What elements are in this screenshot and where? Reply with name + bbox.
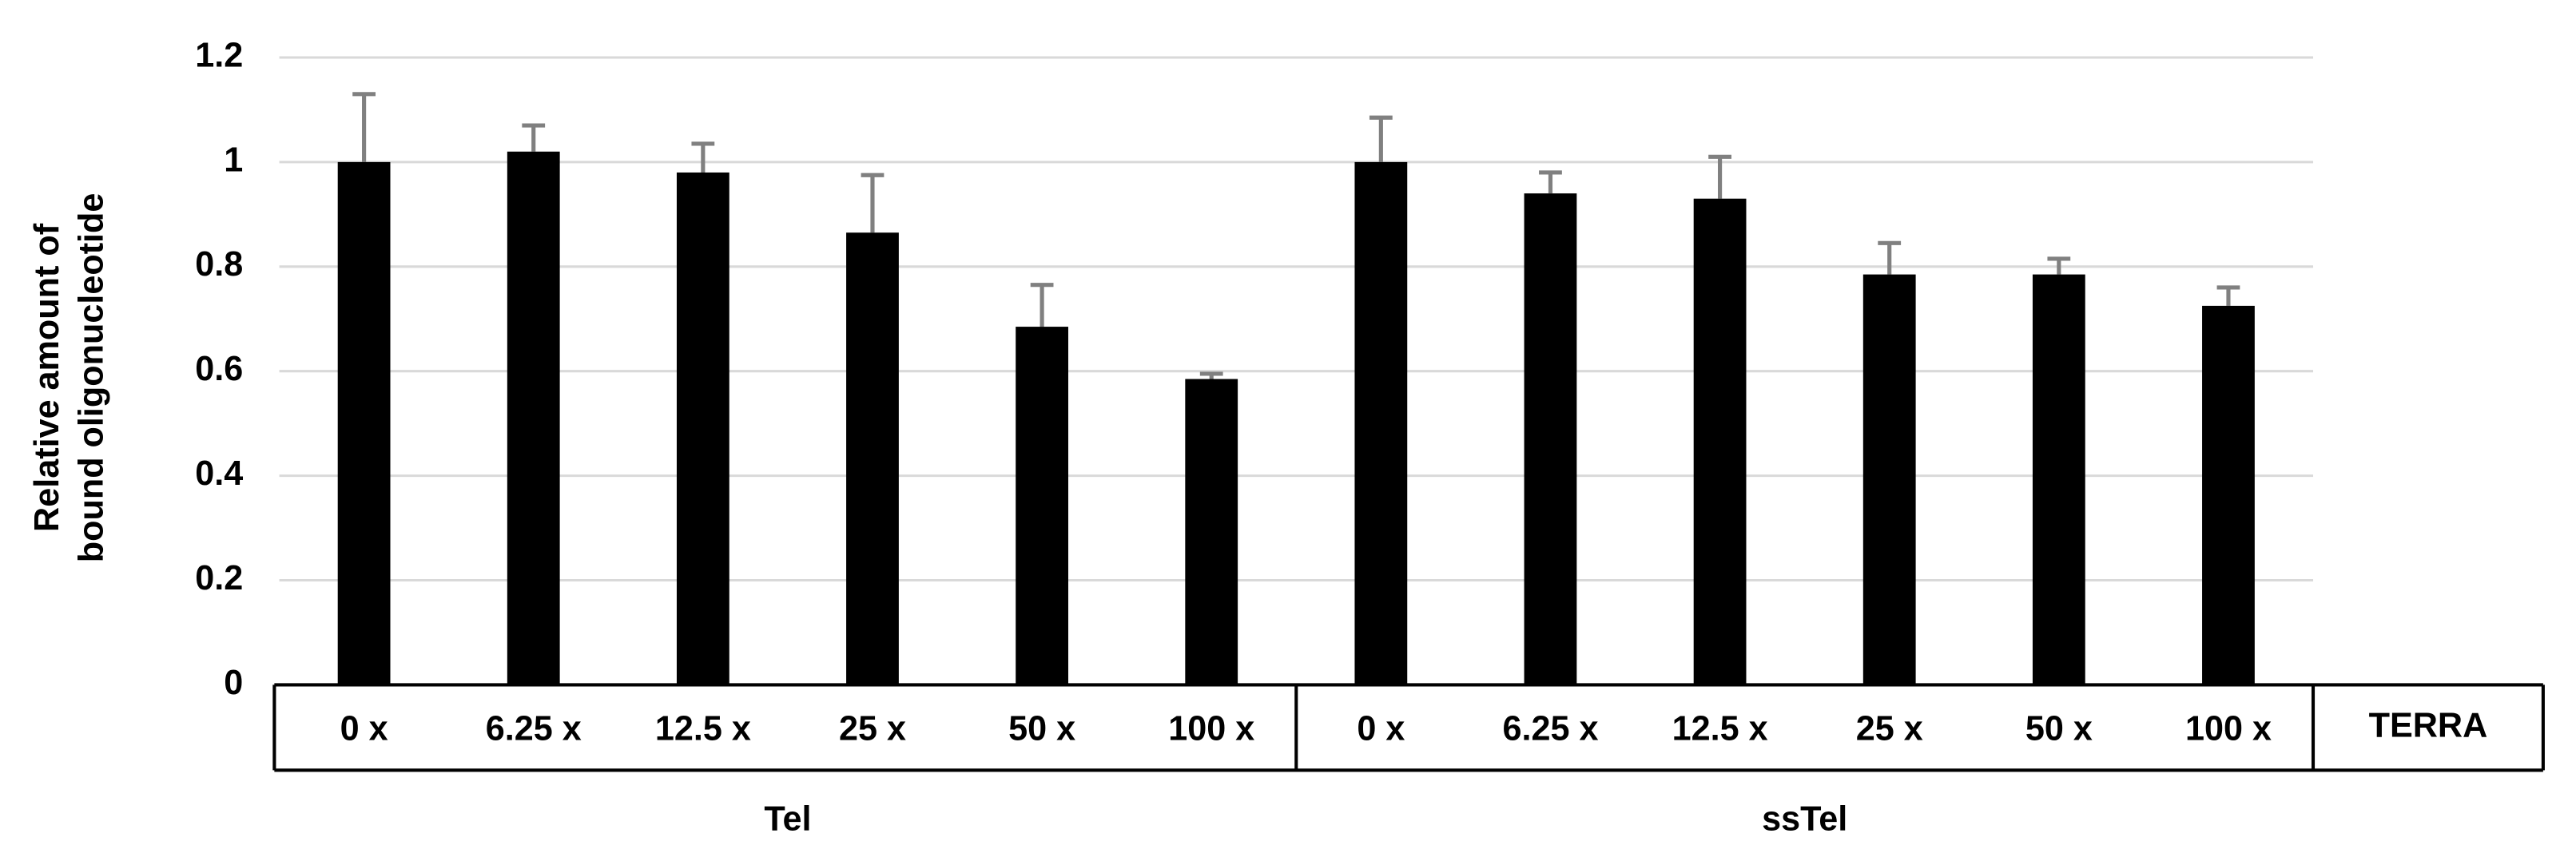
x-tick-label: 6.25 x (486, 709, 582, 748)
y-axis-label: Relative amount of (28, 223, 66, 532)
bar (1354, 161, 1408, 685)
x-tick-label: 12.5 x (1672, 709, 1768, 748)
x-tick-label: 100 x (2185, 709, 2272, 748)
y-tick-label: 0 (224, 664, 243, 702)
bar (846, 232, 899, 685)
x-tick-label: 0 x (340, 709, 388, 748)
y-tick-label: 0.8 (195, 245, 243, 284)
bar (1693, 198, 1747, 685)
x-tick-label: 50 x (1008, 709, 1075, 748)
group-label: ssTel (1762, 800, 1847, 838)
bar (1016, 327, 1068, 685)
bar (507, 151, 560, 685)
y-tick-label: 1 (224, 141, 243, 179)
bar (676, 172, 729, 685)
bar (2202, 305, 2255, 685)
y-axis-label: bound oligonucleotide (73, 193, 111, 563)
y-tick-label: 1.2 (195, 36, 243, 74)
x-tick-label: 25 x (1856, 709, 1923, 748)
y-tick-label: 0.2 (195, 559, 243, 597)
y-tick-label: 0.6 (195, 350, 243, 388)
x-tick-label: 6.25 x (1502, 709, 1598, 748)
bar (1862, 274, 1916, 685)
x-tick-label: 12.5 x (655, 709, 751, 748)
group-label: Tel (764, 800, 811, 838)
x-tick-label: 100 x (1168, 709, 1254, 748)
x-tick-label: 0 x (1357, 709, 1405, 748)
bar (2032, 274, 2085, 685)
y-tick-label: 0.4 (195, 454, 243, 493)
control-label: TERRA (2369, 706, 2488, 744)
bar (1185, 379, 1238, 685)
x-tick-label: 50 x (2025, 709, 2093, 748)
bar (1524, 193, 1577, 685)
x-tick-label: 25 x (839, 709, 906, 748)
bar (337, 161, 391, 685)
